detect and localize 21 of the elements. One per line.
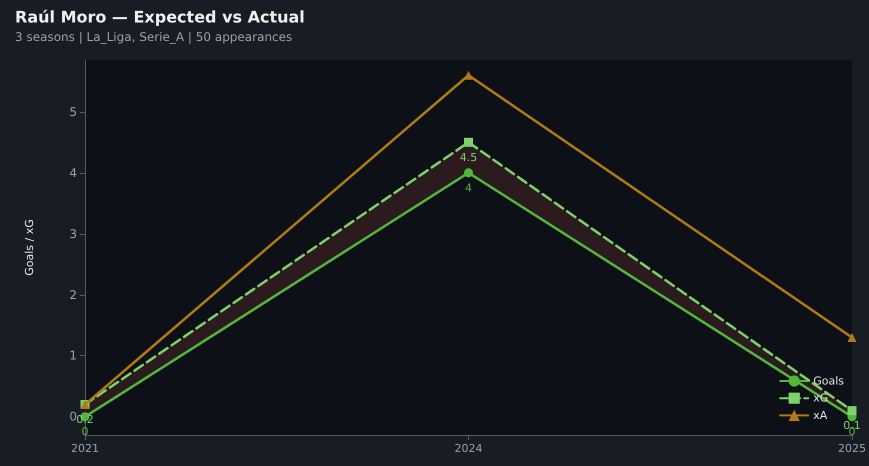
legend-label: Goals xyxy=(813,374,844,388)
y-tick-label: 2 xyxy=(69,288,77,302)
data-label: 4.5 xyxy=(460,150,478,164)
y-tick-label: 4 xyxy=(69,166,77,180)
x-tick-label: 2024 xyxy=(454,442,482,455)
data-label: 0.2 xyxy=(76,413,94,426)
chart-title: Raúl Moro — Expected vs Actual xyxy=(15,8,305,26)
y-tick-label: 5 xyxy=(69,104,77,119)
y-axis-title: Goals / xG xyxy=(23,219,36,276)
point xyxy=(464,168,473,178)
legend-label: xA xyxy=(813,408,828,422)
y-tick-label: 0 xyxy=(69,410,77,424)
x-tick-label: 2021 xyxy=(71,442,99,455)
point xyxy=(848,406,857,416)
x-tick-label: 2025 xyxy=(838,442,866,455)
chart-subtitle: 3 seasons | La_Liga, Serie_A | 50 appearances xyxy=(15,30,292,44)
y-tick-label: 1 xyxy=(69,348,77,363)
point xyxy=(464,138,473,147)
data-label: 4 xyxy=(465,181,472,194)
y-tick-label: 3 xyxy=(69,226,77,241)
data-label: 0 xyxy=(82,425,88,438)
